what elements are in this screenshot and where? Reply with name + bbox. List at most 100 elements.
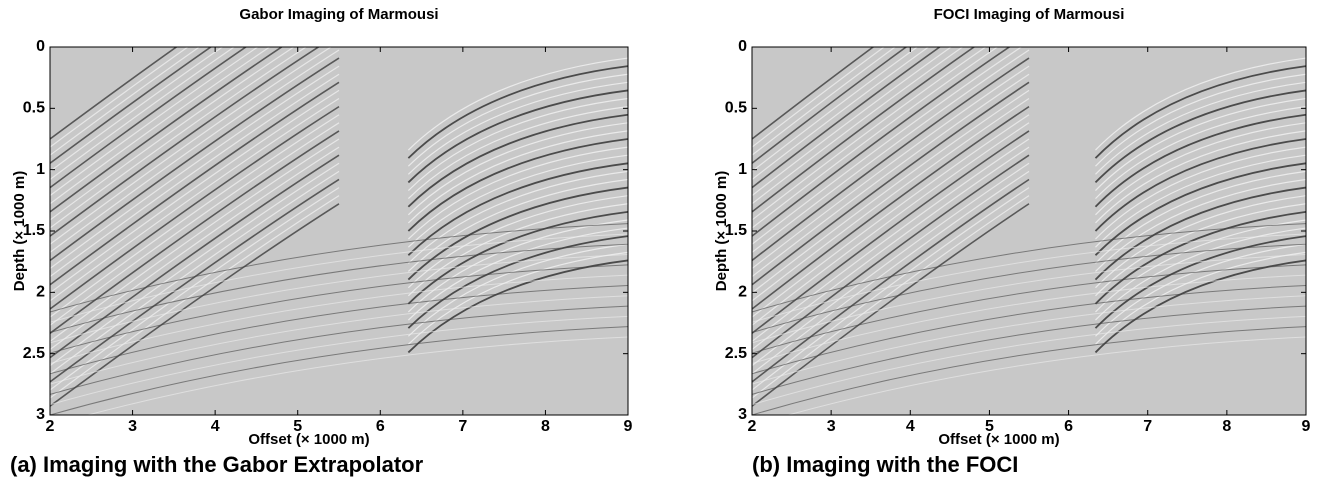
- reflector: [50, 89, 340, 294]
- reflector: [752, 47, 897, 156]
- x-tick-label: 8: [541, 418, 550, 435]
- reflector: [1095, 81, 1306, 175]
- x-tick-label: 2: [748, 418, 757, 435]
- reflector: [50, 47, 178, 140]
- reflector: [752, 65, 1030, 270]
- image-texture: [50, 47, 628, 415]
- reflector: [752, 49, 1030, 253]
- x-tick-label: 3: [128, 418, 137, 435]
- reflector: [407, 235, 628, 329]
- reflector: [50, 195, 340, 399]
- x-tick-label: 8: [1222, 418, 1231, 435]
- reflector: [50, 326, 628, 415]
- reflector: [50, 47, 271, 205]
- y-tick-label: 3: [36, 406, 45, 423]
- reflector: [407, 154, 628, 248]
- y-tick-label: 1: [36, 161, 45, 178]
- y-tick-label: 1.5: [725, 222, 747, 239]
- y-tick-label: 1: [738, 161, 747, 178]
- reflector: [50, 114, 340, 318]
- reflector: [752, 254, 1306, 344]
- reflector: [50, 162, 340, 367]
- reflector: [752, 243, 1306, 334]
- reflector: [752, 305, 1306, 395]
- chart-title: FOCI Imaging of Marmousi: [934, 6, 1125, 23]
- reflector: [50, 305, 628, 395]
- x-axis-label: Offset (× 1000 m): [938, 431, 1059, 448]
- reflector: [1095, 130, 1306, 224]
- reflector: [752, 47, 919, 172]
- reflector: [1094, 210, 1306, 305]
- x-tick-label: 5: [985, 418, 994, 435]
- reflector: [752, 122, 1030, 326]
- reflector: [1095, 170, 1306, 264]
- reflector: [50, 264, 628, 354]
- reflector: [407, 73, 628, 167]
- reflector: [752, 105, 1030, 310]
- reflector: [1095, 122, 1306, 216]
- reflector: [85, 336, 628, 415]
- reflector: [50, 47, 201, 156]
- reflector: [752, 81, 1030, 286]
- y-tick-label: 0: [738, 38, 747, 55]
- reflector: [50, 47, 320, 237]
- reflector: [407, 210, 628, 305]
- x-axis-label: Offset (× 1000 m): [248, 431, 369, 448]
- reflector: [1095, 154, 1306, 248]
- reflector: [1094, 235, 1306, 329]
- reflector: [752, 264, 1306, 354]
- reflector: [50, 65, 340, 270]
- reflector: [752, 284, 1306, 375]
- reflector: [752, 162, 1030, 367]
- reflector: [752, 114, 1030, 318]
- reflector: [50, 295, 628, 385]
- reflector: [752, 195, 1030, 399]
- y-tick-label: 0: [36, 38, 45, 55]
- reflector: [752, 223, 1306, 313]
- reflector: [752, 98, 1030, 302]
- reflector: [50, 122, 340, 326]
- x-tick-label: 4: [211, 418, 220, 435]
- reflector: [50, 47, 259, 197]
- reflector: [407, 146, 628, 240]
- reflector: [50, 187, 340, 391]
- reflector: [752, 187, 1030, 391]
- reflector: [752, 47, 964, 205]
- reflector: [752, 130, 1030, 334]
- reflector: [50, 47, 224, 172]
- y-tick-label: 2.5: [23, 345, 45, 362]
- reflector: [407, 243, 628, 337]
- reflector: [786, 336, 1306, 415]
- reflector: [407, 251, 628, 345]
- reflector: [407, 57, 628, 151]
- reflector: [1094, 138, 1306, 232]
- reflector: [752, 138, 1030, 342]
- reflector: [407, 89, 628, 184]
- reflector: [50, 49, 340, 253]
- reflector: [50, 81, 340, 286]
- reflector: [752, 47, 1023, 245]
- y-tick-label: 0.5: [23, 100, 45, 117]
- reflector: [752, 295, 1306, 385]
- x-tick-label: 9: [1302, 418, 1311, 435]
- reflector: [50, 243, 628, 334]
- y-tick-label: 0.5: [725, 100, 747, 117]
- reflector: [50, 254, 628, 344]
- reflector: [752, 89, 1030, 294]
- reflector: [50, 47, 295, 221]
- reflector: [752, 203, 1030, 407]
- y-tick-label: 2.5: [725, 345, 747, 362]
- reflector: [1095, 227, 1306, 321]
- reflector: [752, 178, 1030, 383]
- reflector: [50, 47, 213, 164]
- reflector: [752, 146, 1030, 350]
- reflector: [50, 73, 340, 278]
- reflector: [1095, 251, 1306, 345]
- reflector: [752, 47, 875, 140]
- reflector: [1095, 146, 1306, 240]
- reflector: [752, 47, 1011, 237]
- reflector: [1094, 89, 1306, 184]
- reflector: [50, 47, 236, 180]
- reflector: [1095, 57, 1306, 151]
- reflector: [50, 47, 189, 148]
